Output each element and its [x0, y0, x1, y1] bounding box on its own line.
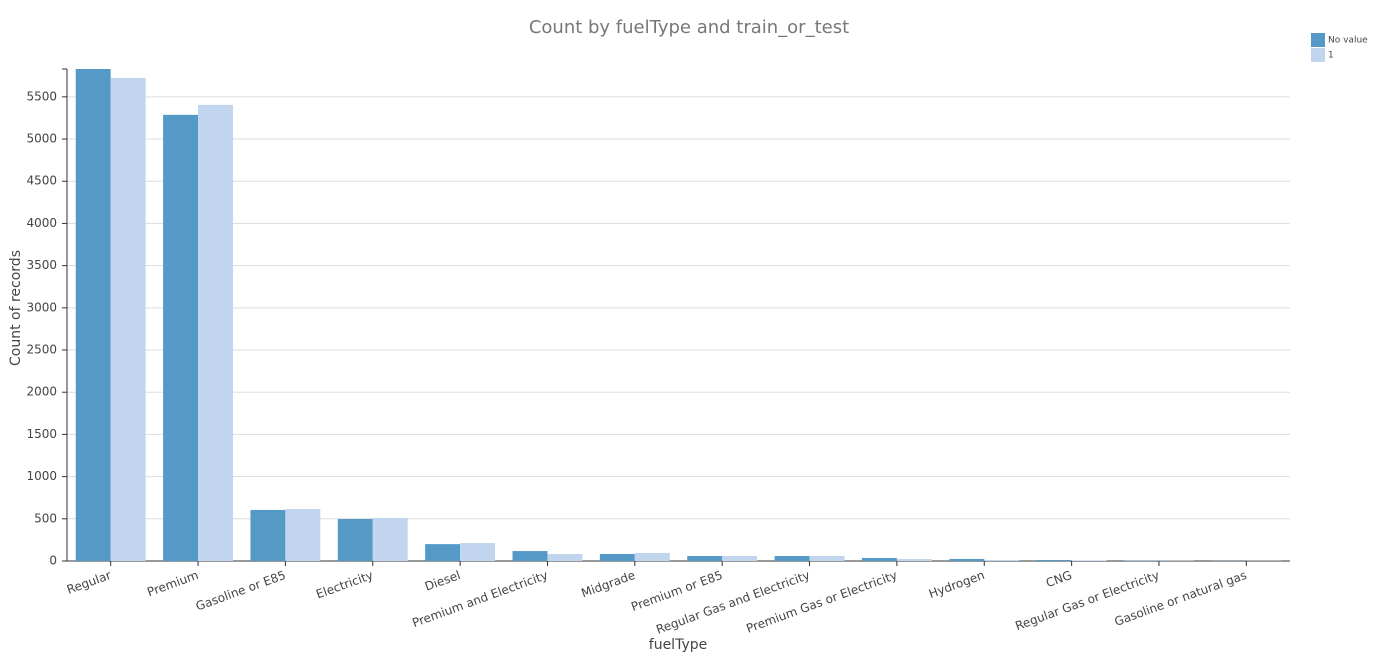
x-tick-label: Regular Gas and Electricity: [654, 568, 812, 637]
legend-swatch: [1311, 48, 1325, 62]
bar: [512, 551, 548, 561]
bar: [372, 517, 408, 561]
y-tick-label: 5500: [26, 89, 57, 103]
bar: [110, 77, 146, 562]
bar: [949, 558, 985, 561]
y-tick-label: 5000: [26, 132, 57, 146]
bar: [75, 69, 111, 561]
bar: [774, 556, 810, 561]
bar: [722, 556, 758, 561]
legend-swatch: [1311, 33, 1325, 47]
x-tick-label: Premium: [145, 568, 200, 599]
legend-label: No value: [1328, 36, 1368, 46]
legend-label: 1: [1328, 51, 1334, 61]
y-tick-label: 4000: [26, 216, 57, 230]
y-tick-label: 0: [49, 554, 57, 568]
bar: [1036, 559, 1072, 561]
x-tick-label: Premium Gas or Electricity: [744, 568, 899, 636]
bar: [285, 509, 321, 561]
bar: [984, 559, 1020, 561]
bar: [896, 558, 932, 561]
bar: [425, 544, 461, 561]
bar: [809, 556, 845, 561]
y-tick-label: 3500: [26, 258, 57, 272]
y-axis-title: Count of records: [8, 250, 24, 366]
x-tick-label: CNG: [1044, 568, 1074, 590]
x-tick-label: Gasoline or E85: [194, 568, 288, 614]
bar: [547, 553, 583, 561]
bar: [250, 509, 286, 561]
y-tick-label: 3000: [26, 300, 57, 314]
y-tick-label: 2000: [26, 385, 57, 399]
x-tick-label: Regular: [65, 568, 113, 597]
y-tick-label: 1500: [26, 427, 57, 441]
x-tick-label: Hydrogen: [927, 568, 987, 601]
bar: [460, 543, 496, 561]
x-axis-title: fuelType: [649, 637, 707, 653]
x-tick-label: Electricity: [314, 568, 375, 602]
y-tick-label: 4500: [26, 174, 57, 188]
x-tick-label: Diesel: [423, 568, 462, 594]
x-tick-label: Midgrade: [579, 568, 637, 600]
y-tick-label: 1000: [26, 469, 57, 483]
bar: [1071, 560, 1107, 561]
bar: [634, 552, 670, 561]
bar: [861, 557, 897, 561]
bar: [163, 114, 199, 562]
y-tick-label: 2500: [26, 343, 57, 357]
bar: [599, 553, 635, 561]
y-tick-label: 500: [34, 511, 57, 525]
bar: [198, 104, 233, 561]
bar: [687, 556, 723, 561]
chart-title: Count by fuelType and train_or_test: [529, 17, 849, 38]
x-tick-label: Regular Gas or Electricity: [1013, 568, 1161, 633]
bar: [337, 518, 373, 561]
